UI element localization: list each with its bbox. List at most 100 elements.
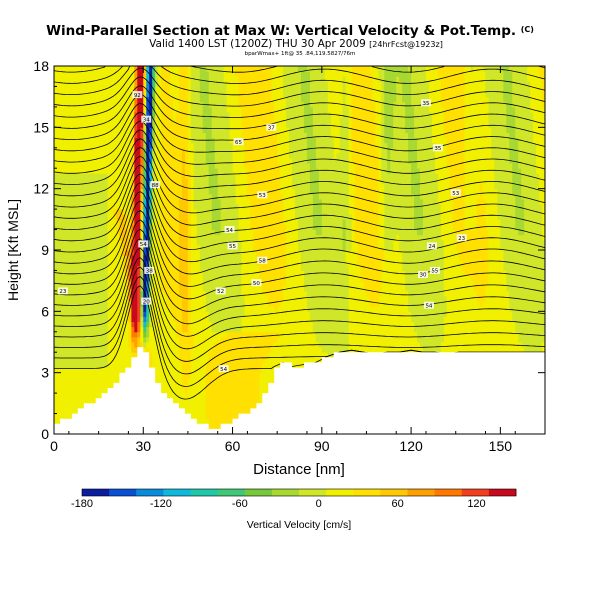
plot-area: 9234885438202337655354555852505435355324… bbox=[54, 66, 545, 434]
velocity-cell bbox=[80, 193, 85, 200]
velocity-cell bbox=[208, 244, 213, 251]
velocity-cell bbox=[74, 71, 79, 77]
velocity-cell bbox=[176, 106, 180, 113]
velocity-cell bbox=[253, 81, 257, 87]
velocity-cell bbox=[208, 372, 213, 379]
velocity-cell bbox=[211, 122, 216, 128]
velocity-cell bbox=[149, 321, 153, 328]
velocity-cell bbox=[196, 229, 201, 236]
velocity-cell bbox=[229, 142, 234, 149]
velocity-cell bbox=[202, 408, 207, 415]
velocity-cell bbox=[149, 168, 153, 174]
velocity-cell bbox=[187, 331, 192, 338]
velocity-cell bbox=[220, 377, 225, 384]
velocity-cell bbox=[128, 239, 132, 246]
velocity-cell bbox=[205, 393, 210, 399]
velocity-cell bbox=[107, 219, 112, 225]
velocity-cell bbox=[178, 403, 183, 409]
velocity-cell bbox=[229, 163, 234, 169]
velocity-cell bbox=[190, 280, 195, 287]
velocity-cell bbox=[101, 101, 106, 108]
velocity-cell bbox=[128, 270, 132, 277]
velocity-cell bbox=[247, 137, 251, 144]
velocity-cell bbox=[86, 86, 91, 93]
velocity-cell bbox=[217, 413, 222, 420]
velocity-cell bbox=[161, 260, 165, 266]
velocity-cell bbox=[152, 311, 156, 317]
velocity-cell bbox=[181, 168, 186, 174]
velocity-cell bbox=[74, 285, 79, 292]
velocity-cell bbox=[199, 117, 204, 123]
velocity-cell bbox=[184, 168, 189, 174]
velocity-cell bbox=[56, 117, 61, 123]
velocity-cell bbox=[113, 106, 117, 113]
velocity-cell bbox=[187, 393, 192, 399]
velocity-cell bbox=[238, 367, 242, 374]
velocity-cell bbox=[95, 91, 100, 98]
velocity-cell bbox=[71, 301, 76, 307]
velocity-cell bbox=[65, 255, 70, 261]
velocity-cell bbox=[149, 347, 153, 353]
velocity-cell bbox=[62, 362, 67, 369]
velocity-cell bbox=[170, 326, 174, 333]
velocity-cell bbox=[190, 152, 195, 159]
velocity-cell bbox=[256, 66, 260, 72]
velocity-cell bbox=[193, 219, 198, 225]
velocity-cell bbox=[211, 398, 216, 404]
velocity-cell bbox=[256, 106, 260, 113]
velocity-cell bbox=[173, 101, 177, 108]
velocity-cell bbox=[170, 71, 174, 77]
velocity-cell bbox=[104, 142, 109, 149]
velocity-cell bbox=[208, 352, 213, 358]
velocity-cell bbox=[241, 352, 245, 358]
velocity-cell bbox=[196, 255, 201, 261]
velocity-cell bbox=[95, 362, 100, 369]
velocity-cell bbox=[137, 96, 141, 103]
velocity-cell bbox=[167, 306, 171, 312]
velocity-cell bbox=[244, 342, 248, 348]
velocity-cell bbox=[107, 311, 112, 317]
velocity-cell bbox=[187, 81, 192, 87]
velocity-cell bbox=[226, 290, 231, 297]
velocity-cell bbox=[176, 158, 180, 164]
velocity-cell bbox=[86, 132, 91, 139]
velocity-cell bbox=[223, 265, 228, 271]
velocity-cell bbox=[190, 311, 195, 317]
velocity-cell bbox=[101, 81, 106, 87]
velocity-cell bbox=[173, 352, 177, 358]
velocity-cell bbox=[131, 147, 135, 154]
velocity-cell bbox=[89, 347, 94, 353]
velocity-cell bbox=[253, 209, 257, 215]
velocity-cell bbox=[62, 336, 67, 343]
velocity-cell bbox=[137, 204, 141, 210]
velocity-cell bbox=[235, 413, 239, 420]
velocity-cell bbox=[253, 178, 257, 185]
velocity-cell bbox=[59, 377, 64, 384]
velocity-cell bbox=[107, 336, 112, 343]
velocity-cell bbox=[208, 224, 213, 231]
velocity-cell bbox=[113, 86, 117, 93]
velocity-cell bbox=[184, 142, 189, 149]
velocity-cell bbox=[173, 66, 177, 72]
velocity-cell bbox=[259, 336, 263, 343]
velocity-cell bbox=[122, 168, 126, 174]
velocity-cell bbox=[125, 198, 129, 205]
velocity-cell bbox=[119, 152, 123, 159]
velocity-cell bbox=[98, 306, 103, 312]
velocity-cell bbox=[190, 321, 195, 328]
velocity-cell bbox=[122, 86, 126, 93]
velocity-cell bbox=[199, 250, 204, 256]
velocity-cell bbox=[140, 188, 144, 195]
velocity-cell bbox=[161, 301, 165, 307]
velocity-cell bbox=[226, 209, 231, 215]
velocity-cell bbox=[116, 275, 120, 282]
velocity-cell bbox=[104, 122, 109, 128]
velocity-cell bbox=[226, 234, 231, 241]
velocity-cell bbox=[184, 408, 189, 415]
velocity-cell bbox=[193, 290, 198, 297]
velocity-cell bbox=[202, 178, 207, 185]
velocity-cell bbox=[205, 239, 210, 246]
velocity-cell bbox=[68, 127, 73, 133]
velocity-cell bbox=[164, 163, 168, 169]
velocity-cell bbox=[208, 377, 213, 384]
